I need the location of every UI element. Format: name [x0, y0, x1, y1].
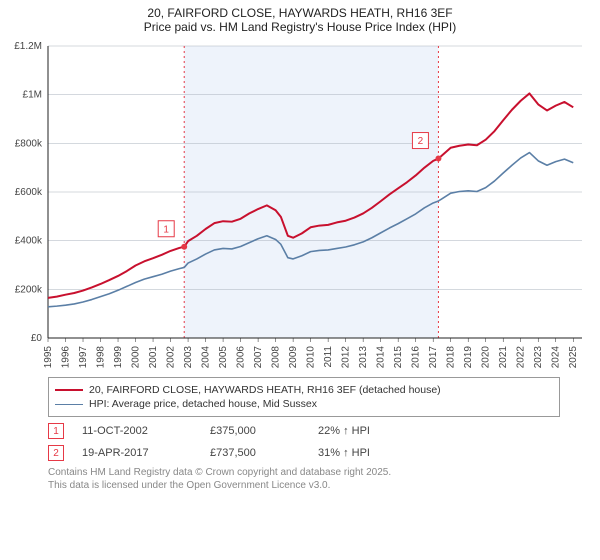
svg-text:2024: 2024 [551, 346, 562, 369]
chart-title: 20, FAIRFORD CLOSE, HAYWARDS HEATH, RH16… [0, 0, 600, 34]
svg-text:2004: 2004 [201, 346, 212, 369]
svg-text:2016: 2016 [411, 346, 422, 369]
svg-text:2001: 2001 [148, 346, 159, 369]
svg-text:2020: 2020 [481, 346, 492, 369]
svg-text:2014: 2014 [376, 346, 387, 369]
svg-text:£600k: £600k [15, 187, 43, 198]
svg-text:2021: 2021 [498, 346, 509, 369]
svg-text:2002: 2002 [166, 346, 177, 369]
chart-plot-area: £0 £200k £400k £600k £800k £1M £1.2M 1995 1996 19… [0, 38, 600, 373]
svg-text:2000: 2000 [131, 346, 142, 369]
transaction-rows: 1 11-OCT-2002 £375,000 22% ↑ HPI 2 19-APR-201… [48, 423, 560, 461]
svg-text:1996: 1996 [61, 346, 72, 369]
transaction-row: 2 19-APR-2017 £737,500 31% ↑ HPI [48, 445, 560, 461]
svg-text:2008: 2008 [271, 346, 282, 369]
footer-line-1: Contains HM Land Registry data © Crown c… [48, 467, 560, 480]
transaction-price: £737,500 [210, 447, 300, 459]
svg-text:2005: 2005 [218, 346, 229, 369]
svg-text:£200k: £200k [15, 284, 43, 295]
legend-swatch [55, 389, 83, 391]
svg-text:2011: 2011 [323, 346, 334, 368]
title-line-2: Price paid vs. HM Land Registry's House … [0, 20, 600, 34]
legend-label: 20, FAIRFORD CLOSE, HAYWARDS HEATH, RH16… [89, 384, 441, 396]
legend-row: 20, FAIRFORD CLOSE, HAYWARDS HEATH, RH16… [55, 384, 553, 396]
svg-text:£400k: £400k [15, 236, 43, 247]
svg-text:£0: £0 [31, 333, 43, 344]
transaction-marker: 1 [48, 423, 64, 439]
svg-text:2012: 2012 [341, 346, 352, 369]
svg-text:1998: 1998 [96, 346, 107, 369]
svg-text:1997: 1997 [78, 346, 89, 369]
svg-text:2003: 2003 [183, 346, 194, 369]
transaction-price: £375,000 [210, 425, 300, 437]
svg-text:2010: 2010 [306, 346, 317, 369]
legend: 20, FAIRFORD CLOSE, HAYWARDS HEATH, RH16… [48, 377, 560, 417]
chart-container: 20, FAIRFORD CLOSE, HAYWARDS HEATH, RH16… [0, 0, 600, 560]
transaction-row: 1 11-OCT-2002 £375,000 22% ↑ HPI [48, 423, 560, 439]
legend-label: HPI: Average price, detached house, Mid … [89, 398, 317, 410]
transaction-delta: 22% ↑ HPI [318, 425, 418, 437]
svg-text:£800k: £800k [15, 138, 43, 149]
transaction-date: 19-APR-2017 [82, 447, 192, 459]
svg-text:2025: 2025 [568, 346, 579, 369]
svg-text:2018: 2018 [446, 346, 457, 369]
svg-text:2015: 2015 [393, 346, 404, 369]
svg-text:2006: 2006 [236, 346, 247, 369]
svg-text:£1M: £1M [23, 90, 42, 101]
svg-text:1999: 1999 [113, 346, 124, 369]
svg-text:2023: 2023 [533, 346, 544, 369]
legend-swatch [55, 404, 83, 405]
svg-text:2022: 2022 [516, 346, 527, 369]
svg-text:2009: 2009 [288, 346, 299, 369]
chart-svg: £0 £200k £400k £600k £800k £1M £1.2M 1995 1996 19… [0, 38, 600, 373]
svg-text:2007: 2007 [253, 346, 264, 369]
svg-text:2017: 2017 [428, 346, 439, 369]
transaction-marker: 2 [48, 445, 64, 461]
svg-text:£1.2M: £1.2M [14, 41, 42, 52]
svg-text:1995: 1995 [43, 346, 54, 369]
transaction-delta: 31% ↑ HPI [318, 447, 418, 459]
title-line-1: 20, FAIRFORD CLOSE, HAYWARDS HEATH, RH16… [0, 6, 600, 20]
svg-text:2013: 2013 [358, 346, 369, 369]
svg-text:1: 1 [163, 224, 169, 235]
footer-line-2: This data is licensed under the Open Gov… [48, 480, 560, 493]
footer: Contains HM Land Registry data © Crown c… [48, 467, 560, 492]
svg-text:2: 2 [418, 136, 424, 147]
transaction-date: 11-OCT-2002 [82, 425, 192, 437]
svg-text:2019: 2019 [463, 346, 474, 369]
legend-row: HPI: Average price, detached house, Mid … [55, 398, 553, 410]
